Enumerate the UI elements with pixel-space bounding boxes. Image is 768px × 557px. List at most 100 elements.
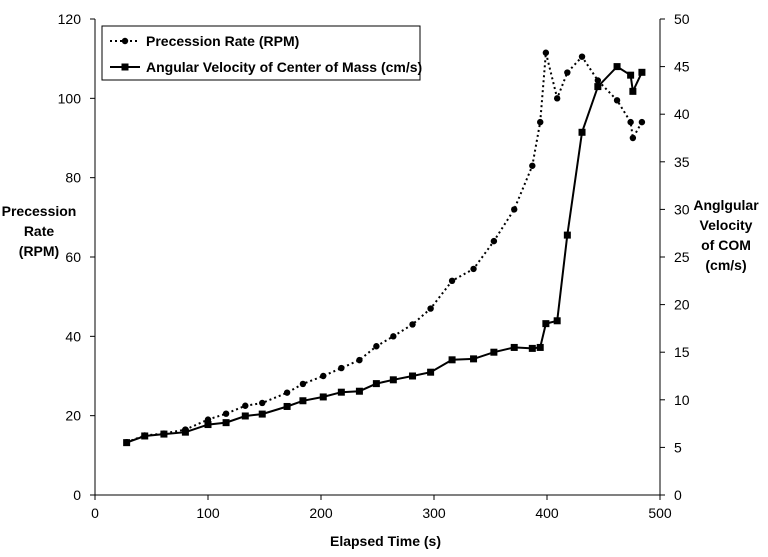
series-2-point	[283, 402, 291, 410]
series-2-point	[141, 432, 149, 440]
y-left-tick-label: 0	[73, 487, 81, 503]
y-right-tick-label: 5	[674, 439, 682, 455]
series-2-point	[638, 68, 646, 76]
y-right-axis-title-line: of COM	[701, 237, 751, 253]
series-2-point	[204, 421, 212, 429]
series-1-point	[222, 410, 230, 417]
series-1-point	[627, 118, 634, 126]
series-1-point	[448, 277, 456, 284]
legend: Precession Rate (RPM) Angular Velocity of…	[101, 25, 422, 81]
legend-swatch-marker	[121, 63, 129, 71]
y-left-tick-label: 40	[65, 328, 81, 344]
legend-swatch-marker	[121, 37, 129, 45]
x-tick-label: 300	[422, 505, 446, 521]
series-2-point	[448, 356, 456, 364]
series-2-point	[578, 128, 586, 136]
series-2-point	[490, 348, 498, 356]
series-2-point	[123, 439, 131, 447]
y-right-tick-label: 45	[674, 59, 690, 75]
y-right-axis-title-line: Velocity	[700, 217, 753, 233]
y-right-tick-label: 40	[674, 106, 690, 122]
series-2-point	[355, 387, 363, 395]
series-2-point	[542, 320, 550, 328]
y-right-tick-label: 30	[674, 201, 690, 217]
series-1-point	[470, 265, 477, 273]
series-1-point	[338, 364, 345, 372]
x-axis-title: Elapsed Time (s)	[330, 533, 441, 549]
series-2-point	[563, 231, 571, 239]
series-2-point	[594, 83, 602, 91]
series-2-point	[181, 428, 189, 436]
y-left-tick-label: 60	[65, 249, 81, 265]
y-right-tick-label: 50	[674, 11, 690, 27]
series-1-point	[490, 237, 498, 245]
y-right-tick-label: 25	[674, 249, 690, 265]
axes	[90, 18, 665, 500]
series-2-point	[319, 393, 327, 401]
series-1-point	[283, 389, 291, 396]
y-left-axis-title-line: Precession	[2, 203, 77, 219]
series-2-point	[409, 372, 417, 380]
y-right-tick-label: 35	[674, 154, 690, 170]
series-2-point	[372, 380, 380, 388]
series-1-point	[373, 343, 380, 350]
series-1-point	[511, 206, 518, 213]
series-1-point	[542, 49, 550, 56]
y-right-tick-label: 15	[674, 344, 690, 360]
legend-box	[101, 25, 421, 81]
series-1-point	[356, 356, 363, 364]
series-2-point	[629, 87, 637, 95]
series-2-point	[160, 430, 168, 438]
x-tick-label: 0	[91, 505, 99, 521]
legend-label: Angular Velocity of Center of Mass (cm/s…	[146, 59, 422, 75]
series-2-point	[222, 419, 230, 427]
series-2-point	[613, 63, 621, 71]
y-left-axis-title-line: (RPM)	[19, 243, 59, 259]
series-2-point	[389, 376, 397, 384]
y-left-tick-label: 120	[58, 11, 82, 27]
y-left-tick-label: 20	[65, 408, 81, 424]
series-1-point	[578, 53, 586, 60]
series-1-point	[242, 402, 249, 409]
series-layer	[123, 49, 646, 447]
legend-label: Precession Rate (RPM)	[146, 33, 299, 49]
series-2-point	[553, 317, 561, 325]
series-1-point	[390, 333, 397, 340]
tick-labels: 0 100 200 300 400 500020406080100120051015202…	[58, 11, 690, 521]
y-right-axis-title-line: (cm/s)	[705, 257, 746, 273]
y-right-tick-label: 20	[674, 297, 690, 313]
series-2-line	[126, 65, 643, 444]
series-2-point	[528, 344, 536, 352]
y-right-tick-label: 10	[674, 392, 690, 408]
series-1-point	[613, 97, 621, 104]
y-right-tick-label: 0	[674, 487, 682, 503]
series-2-point	[627, 71, 635, 79]
series-2-point	[337, 388, 345, 396]
series-2-point	[470, 355, 478, 363]
series-1-point	[594, 77, 602, 84]
series-2-point	[299, 397, 307, 405]
series-1-point	[629, 134, 637, 142]
axis-titles: Elapsed Time (s) Precession Rate (RPM) Anglg…	[2, 197, 760, 549]
series-1-point	[259, 399, 266, 407]
y-left-axis-title-line: Rate	[24, 223, 55, 239]
x-tick-label: 400	[535, 505, 559, 521]
series-1-point	[564, 69, 571, 76]
series-1-point	[638, 118, 646, 126]
x-tick-label: 100	[196, 505, 220, 521]
series-2-point	[258, 410, 266, 418]
x-tick-label: 500	[648, 505, 672, 521]
series-2-point	[241, 412, 249, 420]
series-1-point	[299, 380, 307, 388]
series-2-point	[536, 343, 544, 351]
series-1-point	[537, 118, 544, 126]
series-2-point	[510, 343, 518, 351]
series-1-point	[320, 372, 327, 380]
series-1-point	[427, 305, 434, 312]
series-2-point	[427, 368, 435, 376]
series-1-point	[553, 95, 561, 102]
series-1-point	[529, 162, 536, 169]
y-right-axis-title-line: Anglgular	[693, 197, 759, 213]
series-1-line	[126, 52, 643, 444]
